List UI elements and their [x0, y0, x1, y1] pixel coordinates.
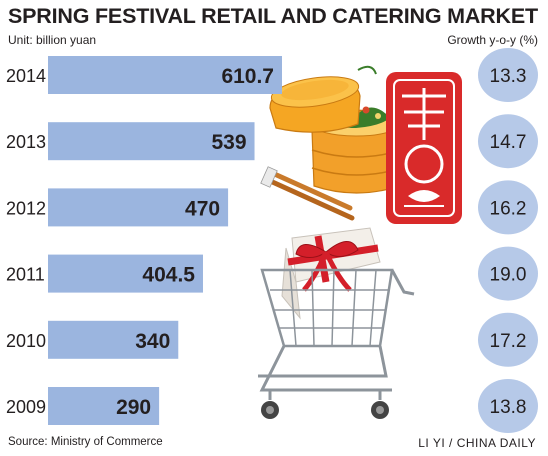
growth-label-2013: 14.7 [490, 132, 527, 153]
growth-header: Growth y-o-y (%) [447, 33, 538, 47]
growth-label-2009: 13.8 [490, 397, 527, 418]
value-label-2012: 470 [185, 197, 220, 220]
value-label-2013: 539 [211, 131, 246, 154]
growth-circle-2014 [478, 48, 538, 102]
bar-2014 [48, 56, 282, 94]
chart-title: SPRING FESTIVAL RETAIL AND CATERING MARK… [8, 4, 538, 28]
growth-label-2014: 13.3 [490, 66, 527, 87]
growth-circle-2010 [478, 312, 538, 367]
growth-circle-2011 [478, 246, 538, 301]
bar-2010 [48, 320, 179, 359]
bar-2012 [48, 188, 229, 227]
growth-circle-2013 [478, 114, 538, 169]
year-label-2011: 2011 [6, 265, 45, 285]
growth-circle-2009 [478, 379, 538, 433]
year-label-2009: 2009 [6, 397, 46, 417]
year-label-2012: 2012 [6, 198, 46, 218]
year-label-2013: 2013 [6, 132, 46, 152]
growth-label-2011: 19.0 [490, 265, 527, 286]
year-label-2014: 2014 [6, 66, 46, 86]
unit-label: Unit: billion yuan [8, 33, 97, 47]
value-label-2010: 340 [135, 330, 170, 353]
shopping-cart-icon [258, 227, 415, 419]
source-note: Source: Ministry of Commerce [8, 436, 163, 448]
value-label-2011: 404.5 [142, 264, 195, 287]
illustration [258, 65, 462, 419]
growth-label-2012: 16.2 [490, 198, 527, 219]
chopsticks-icon [260, 166, 355, 221]
steamer-basket-icon [269, 65, 403, 194]
value-label-2009: 290 [116, 396, 151, 419]
growth-circles-layer: 13.3 14.7 16.2 19.0 17.2 13.8 [478, 48, 538, 433]
year-label-2010: 2010 [6, 331, 46, 351]
bar-2009 [48, 387, 160, 425]
growth-circle-2012 [478, 180, 538, 235]
bars-layer: 2014 610.7 2013 539 2012 470 2011 404.5 2010 340 2… [6, 56, 282, 425]
papercut-icon [386, 72, 462, 224]
value-label-2014: 610.7 [221, 65, 274, 88]
bar-2011 [48, 254, 203, 293]
growth-label-2010: 17.2 [490, 331, 527, 352]
bar-2013 [48, 122, 255, 161]
credit-note: LI YI / CHINA DAILY [418, 436, 536, 450]
